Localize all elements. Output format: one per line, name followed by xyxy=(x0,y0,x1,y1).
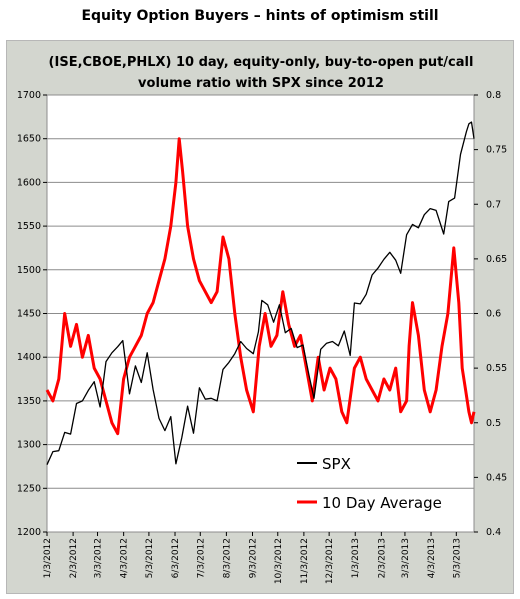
y-left-tick-label: 1650 xyxy=(17,134,41,145)
x-tick-label: 11/3/2012 xyxy=(300,538,310,584)
x-tick-label: 7/3/2012 xyxy=(196,538,206,578)
y-left-tick-label: 1600 xyxy=(17,177,41,188)
y-right-tick-label: 0.6 xyxy=(486,309,501,320)
y-left-tick-label: 1550 xyxy=(17,221,41,232)
x-tick-label: 8/3/2012 xyxy=(222,538,232,578)
y-right-tick-label: 0.7 xyxy=(486,199,501,210)
series-line-spx xyxy=(46,121,475,465)
x-tick-label: 9/3/2012 xyxy=(248,538,258,578)
y-right-tick-label: 0.65 xyxy=(486,254,507,265)
chart-title-line-1: (ISE,CBOE,PHLX) 10 day, equity-only, buy… xyxy=(49,55,474,70)
series-layer xyxy=(45,121,476,465)
legend-label-avg: 10 Day Average xyxy=(322,494,442,512)
series-line-10-day-average xyxy=(45,137,476,436)
chart-title-line-2: volume ratio with SPX since 2012 xyxy=(138,76,384,91)
y-left-tick-label: 1500 xyxy=(17,265,41,276)
y-right-tick-label: 0.8 xyxy=(486,90,501,101)
x-tick-label: 2/3/2013 xyxy=(377,538,387,578)
chart-svg: (ISE,CBOE,PHLX) 10 day, equity-only, buy… xyxy=(17,55,507,584)
y-left-tick-label: 1350 xyxy=(17,396,41,407)
chart-frame: (ISE,CBOE,PHLX) 10 day, equity-only, buy… xyxy=(6,40,514,594)
y-axis-right: 0.4 0.45 0.5 0.55 0.6 0.65 0.7 0.75 0.8 xyxy=(474,90,507,538)
x-tick-label: 5/3/2013 xyxy=(452,538,462,578)
x-tick-label: 4/3/2012 xyxy=(120,538,130,578)
page-title: Equity Option Buyers – hints of optimism… xyxy=(81,8,439,24)
y-left-tick-label: 1300 xyxy=(17,440,41,451)
legend-label-spx: SPX xyxy=(322,455,351,473)
x-axis: 1/3/2012 2/3/2012 3/3/2012 4/3/2012 5/3/2012… xyxy=(43,532,462,584)
grid-lines xyxy=(47,138,474,489)
y-right-tick-label: 0.55 xyxy=(486,363,507,374)
x-tick-label: 2/3/2012 xyxy=(69,538,79,578)
y-left-tick-label: 1450 xyxy=(17,309,41,320)
x-tick-label: 6/3/2012 xyxy=(171,538,181,578)
y-left-tick-label: 1250 xyxy=(17,483,41,494)
x-tick-label: 1/3/2012 xyxy=(43,538,53,578)
y-left-tick-label: 1700 xyxy=(17,90,41,101)
x-tick-label: 12/3/2012 xyxy=(325,538,335,584)
y-axis-left: 1200 1250 1300 1350 1400 1450 1500 1550 1600 1650… xyxy=(17,90,47,538)
y-right-tick-label: 0.45 xyxy=(486,472,507,483)
y-right-tick-label: 0.75 xyxy=(486,145,507,156)
x-tick-label: 4/3/2013 xyxy=(427,538,437,578)
x-tick-label: 3/3/2012 xyxy=(94,538,104,578)
y-left-tick-label: 1400 xyxy=(17,352,41,363)
y-right-tick-label: 0.5 xyxy=(486,418,501,429)
legend: SPX 10 Day Average xyxy=(297,455,442,512)
x-tick-label: 10/3/2012 xyxy=(274,538,284,584)
y-left-tick-label: 1200 xyxy=(17,527,41,538)
x-tick-label: 1/3/2013 xyxy=(351,538,361,578)
y-right-tick-label: 0.4 xyxy=(486,527,501,538)
x-tick-label: 3/3/2013 xyxy=(401,538,411,578)
x-tick-label: 5/3/2012 xyxy=(145,538,155,578)
